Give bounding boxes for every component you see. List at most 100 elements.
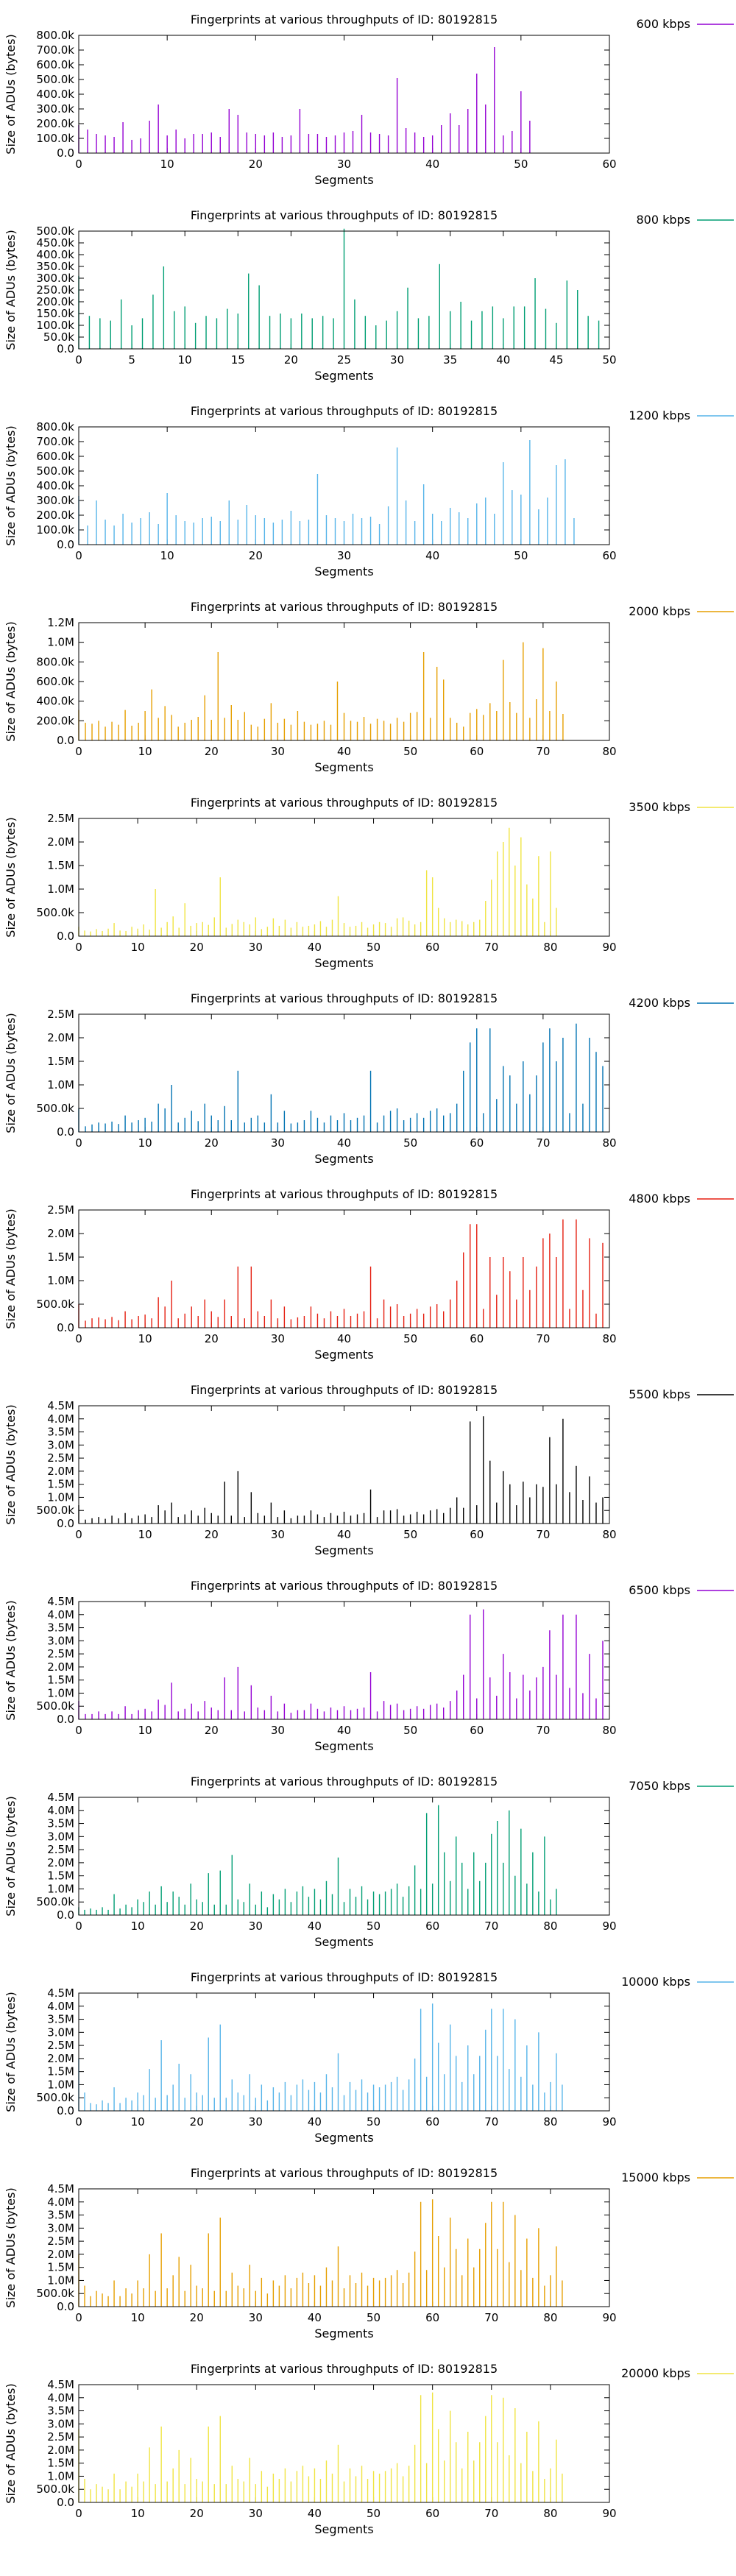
plot-frame <box>78 35 610 154</box>
y-tick-label: 500.0k <box>36 906 74 919</box>
x-tick-label: 0 <box>75 353 82 367</box>
y-tick-label: 1.0M <box>47 882 74 896</box>
y-tick-label: 1.2M <box>47 616 74 629</box>
chart-title: Fingerprints at various throughputs of I… <box>191 404 498 418</box>
x-axis-label: Segments <box>314 1152 373 1166</box>
y-tick-label: 200.0k <box>36 509 74 522</box>
x-tick-label: 10 <box>138 1332 152 1345</box>
y-axis-label: Size of ADUs (bytes) <box>4 2187 18 2307</box>
x-tick-label: 20 <box>190 2507 204 2520</box>
y-tick-label: 3.5M <box>47 1426 74 1439</box>
y-tick-label: 2.5M <box>47 812 74 825</box>
y-tick-label: 500.0k <box>36 73 74 86</box>
x-tick-label: 10 <box>138 1136 152 1150</box>
y-axis-label: Size of ADUs (bytes) <box>4 34 18 154</box>
y-tick-label: 2.5M <box>47 1451 74 1465</box>
legend-label: 3500 kbps <box>629 800 690 814</box>
y-tick-label: 1.0M <box>47 1274 74 1287</box>
x-axis-label: Segments <box>314 2131 373 2145</box>
y-tick-label: 1.0M <box>47 1882 74 1895</box>
x-tick-label: 90 <box>602 2115 616 2129</box>
y-tick-label: 1.5M <box>47 1250 74 1264</box>
chart-title: Fingerprints at various throughputs of I… <box>191 208 498 222</box>
x-tick-label: 30 <box>249 2311 263 2324</box>
y-tick-label: 100.0k <box>36 319 74 332</box>
chart-title: Fingerprints at various throughputs of I… <box>191 1187 498 1201</box>
x-tick-label: 30 <box>271 1724 285 1737</box>
x-tick-label: 80 <box>543 941 557 954</box>
x-tick-label: 50 <box>367 2507 381 2520</box>
y-tick-label: 500.0k <box>36 2091 74 2104</box>
y-tick-label: 3.5M <box>47 2405 74 2418</box>
x-axis-label: Segments <box>314 956 373 970</box>
y-tick-label: 3.5M <box>47 1817 74 1830</box>
x-axis-label: Segments <box>314 760 373 774</box>
y-tick-label: 4.5M <box>47 1791 74 1804</box>
x-tick-label: 0 <box>75 2507 82 2520</box>
y-tick-label: 0.0 <box>57 930 74 943</box>
x-tick-label: 70 <box>484 2311 498 2324</box>
plot-frame <box>78 1601 610 1720</box>
y-tick-label: 400.0k <box>36 479 74 492</box>
x-tick-label: 50 <box>403 745 417 758</box>
y-axis-label: Size of ADUs (bytes) <box>4 230 18 350</box>
x-tick-label: 90 <box>602 941 616 954</box>
y-axis-label: Size of ADUs (bytes) <box>4 2383 18 2503</box>
x-axis-label: Segments <box>314 1543 373 1557</box>
x-tick-label: 30 <box>249 1919 263 1933</box>
x-tick-label: 50 <box>403 1528 417 1541</box>
x-tick-label: 40 <box>308 2115 322 2129</box>
y-tick-label: 400.0k <box>36 695 74 708</box>
x-tick-label: 40 <box>308 1919 322 1933</box>
y-tick-label: 4.5M <box>47 2182 74 2195</box>
y-tick-label: 1.5M <box>47 1674 74 1687</box>
y-tick-label: 2.0M <box>47 1856 74 1869</box>
y-tick-label: 350.0k <box>36 260 74 273</box>
x-tick-label: 50 <box>403 1136 417 1150</box>
y-tick-label: 450.0k <box>36 236 74 250</box>
x-tick-label: 10 <box>131 1919 145 1933</box>
x-tick-label: 40 <box>337 1136 351 1150</box>
y-tick-label: 2.5M <box>47 2234 74 2248</box>
y-tick-label: 200.0k <box>36 117 74 130</box>
y-tick-label: 2.0M <box>47 2052 74 2065</box>
legend-label: 6500 kbps <box>629 1583 690 1597</box>
y-tick-label: 3.0M <box>47 1830 74 1843</box>
y-tick-label: 3.0M <box>47 2417 74 2430</box>
x-axis-label: Segments <box>314 173 373 187</box>
y-tick-label: 0.0 <box>57 734 74 747</box>
y-tick-label: 200.0k <box>36 295 74 308</box>
x-tick-label: 50 <box>367 2115 381 2129</box>
chart-panel-9: Fingerprints at various throughputs of I… <box>4 1579 734 1753</box>
y-tick-label: 0.0 <box>57 146 74 160</box>
y-tick-label: 1.5M <box>47 1055 74 1068</box>
x-tick-label: 40 <box>337 1724 351 1737</box>
x-tick-label: 0 <box>75 2311 82 2324</box>
x-tick-label: 30 <box>337 158 351 171</box>
y-tick-label: 1.5M <box>47 2261 74 2274</box>
x-tick-label: 50 <box>514 549 528 562</box>
chart-title: Fingerprints at various throughputs of I… <box>191 2362 498 2376</box>
chart-title: Fingerprints at various throughputs of I… <box>191 796 498 810</box>
plot-frame <box>78 230 610 350</box>
y-tick-label: 1.5M <box>47 1869 74 1883</box>
x-tick-label: 20 <box>205 1332 219 1345</box>
x-axis-label: Segments <box>314 1935 373 1949</box>
x-tick-label: 0 <box>75 1528 82 1541</box>
x-tick-label: 60 <box>425 2311 439 2324</box>
chart-title: Fingerprints at various throughputs of I… <box>191 1579 498 1593</box>
y-axis-label: Size of ADUs (bytes) <box>4 1209 18 1328</box>
chart-panel-10: Fingerprints at various throughputs of I… <box>4 1774 734 1949</box>
x-tick-label: 30 <box>249 2115 263 2129</box>
y-tick-label: 1.5M <box>47 2457 74 2470</box>
x-tick-label: 50 <box>367 2311 381 2324</box>
x-tick-label: 10 <box>160 158 174 171</box>
x-tick-label: 35 <box>443 353 457 367</box>
x-tick-label: 40 <box>496 353 510 367</box>
x-tick-label: 80 <box>543 2507 557 2520</box>
plot-frame <box>78 426 610 545</box>
y-tick-label: 500.0k <box>36 464 74 478</box>
y-tick-label: 600.0k <box>36 450 74 463</box>
y-tick-label: 2.5M <box>47 1008 74 1021</box>
y-tick-label: 500.0k <box>36 2483 74 2496</box>
